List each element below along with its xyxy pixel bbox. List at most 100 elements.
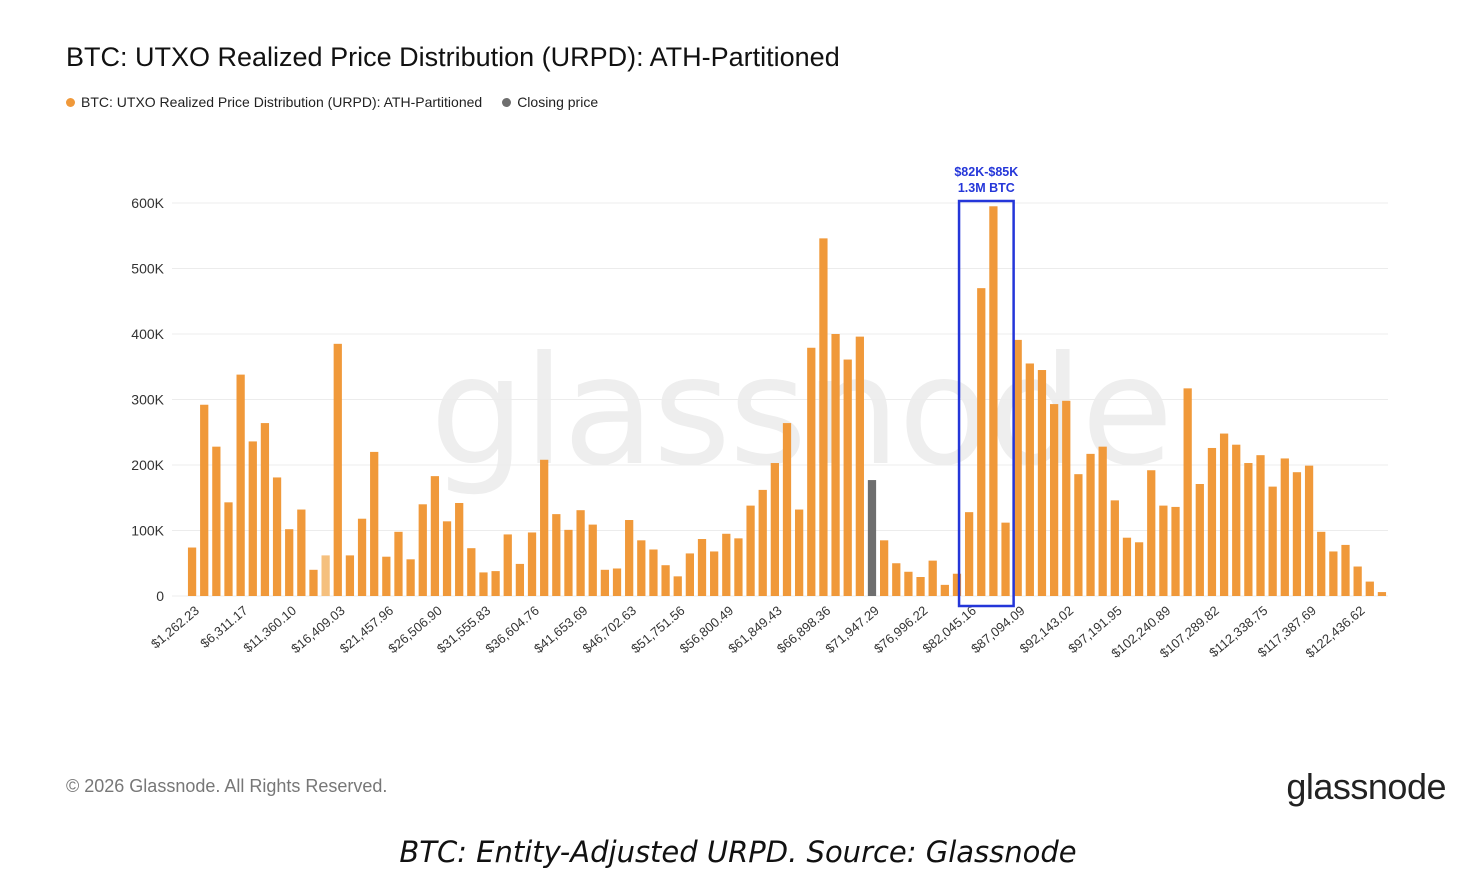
- bar[interactable]: [260, 423, 270, 596]
- bar[interactable]: [831, 334, 840, 596]
- bar[interactable]: [1086, 453, 1095, 596]
- bar[interactable]: [406, 559, 415, 596]
- bar[interactable]: [661, 565, 670, 596]
- bar[interactable]: [952, 573, 962, 596]
- bar[interactable]: [892, 563, 901, 596]
- bar[interactable]: [637, 540, 646, 596]
- bar[interactable]: [1122, 537, 1132, 596]
- bar[interactable]: [940, 584, 949, 596]
- bar[interactable]: [625, 520, 634, 596]
- bar[interactable]: [1268, 486, 1277, 596]
- bar[interactable]: [1183, 388, 1192, 596]
- bar[interactable]: [212, 446, 221, 596]
- bar[interactable]: [1219, 433, 1229, 596]
- bar[interactable]: [1256, 455, 1265, 596]
- bar[interactable]: [746, 505, 755, 596]
- bar[interactable]: [1244, 463, 1253, 596]
- bar[interactable]: [1195, 483, 1204, 596]
- bar[interactable]: [370, 451, 379, 596]
- bar[interactable]: [455, 502, 464, 596]
- bar[interactable]: [612, 568, 622, 596]
- bar[interactable]: [1317, 531, 1326, 596]
- bar[interactable]: [394, 531, 403, 596]
- bar[interactable]: [588, 524, 597, 596]
- bar[interactable]: [345, 555, 355, 596]
- bar[interactable]: [309, 569, 318, 596]
- bar[interactable]: [867, 480, 877, 596]
- bar[interactable]: [964, 512, 974, 596]
- bar[interactable]: [1304, 465, 1314, 596]
- bar[interactable]: [479, 572, 488, 596]
- bar[interactable]: [843, 359, 852, 596]
- bar[interactable]: [1207, 447, 1217, 596]
- bar[interactable]: [758, 489, 767, 596]
- bar[interactable]: [1062, 400, 1071, 596]
- bar[interactable]: [722, 533, 731, 596]
- bar[interactable]: [224, 502, 233, 596]
- bar[interactable]: [491, 571, 500, 596]
- bar[interactable]: [685, 553, 694, 596]
- bar[interactable]: [297, 509, 306, 596]
- bar[interactable]: [442, 521, 452, 596]
- bar[interactable]: [540, 459, 549, 596]
- bar[interactable]: [770, 463, 779, 596]
- bar[interactable]: [1292, 472, 1302, 596]
- bar[interactable]: [1280, 458, 1289, 596]
- bar[interactable]: [880, 540, 889, 596]
- bar[interactable]: [928, 560, 937, 596]
- bar[interactable]: [1134, 542, 1144, 596]
- bar[interactable]: [357, 518, 367, 596]
- bar[interactable]: [782, 423, 792, 596]
- bar[interactable]: [1365, 581, 1374, 596]
- bar[interactable]: [321, 555, 330, 596]
- bar[interactable]: [1037, 370, 1047, 596]
- bar[interactable]: [200, 404, 209, 596]
- bar[interactable]: [855, 336, 864, 596]
- bar[interactable]: [285, 529, 294, 596]
- bar[interactable]: [552, 514, 561, 596]
- legend-item-urpd[interactable]: BTC: UTXO Realized Price Distribution (U…: [66, 94, 482, 110]
- bar[interactable]: [1098, 446, 1107, 596]
- bar[interactable]: [248, 441, 257, 596]
- bar[interactable]: [989, 206, 998, 596]
- bar[interactable]: [649, 549, 658, 596]
- bar[interactable]: [819, 238, 828, 596]
- bar[interactable]: [1025, 363, 1034, 596]
- bar[interactable]: [673, 576, 682, 596]
- bar[interactable]: [382, 556, 391, 596]
- bar[interactable]: [904, 571, 913, 596]
- bar[interactable]: [1013, 339, 1022, 596]
- bar[interactable]: [333, 343, 342, 596]
- bar[interactable]: [515, 563, 525, 596]
- bar[interactable]: [1341, 544, 1350, 596]
- bar[interactable]: [1159, 505, 1168, 596]
- bar[interactable]: [1377, 592, 1387, 596]
- bar[interactable]: [1171, 506, 1180, 596]
- bar[interactable]: [503, 534, 512, 596]
- bar[interactable]: [236, 374, 245, 596]
- bar[interactable]: [467, 548, 476, 596]
- bar[interactable]: [1232, 444, 1241, 596]
- bar[interactable]: [1049, 404, 1059, 596]
- bar[interactable]: [916, 577, 925, 596]
- bar[interactable]: [734, 538, 743, 596]
- bar[interactable]: [576, 510, 585, 596]
- bar[interactable]: [600, 569, 610, 596]
- bar[interactable]: [1001, 522, 1010, 596]
- bar[interactable]: [1147, 470, 1156, 596]
- bar[interactable]: [697, 539, 707, 596]
- bar[interactable]: [1353, 566, 1362, 596]
- legend-item-closing[interactable]: Closing price: [502, 94, 598, 110]
- bar[interactable]: [418, 504, 427, 596]
- bar[interactable]: [1329, 551, 1338, 596]
- bar[interactable]: [187, 547, 197, 596]
- bar[interactable]: [527, 532, 537, 596]
- bar[interactable]: [564, 529, 573, 596]
- bar[interactable]: [430, 476, 440, 596]
- bar[interactable]: [1110, 500, 1119, 596]
- bar[interactable]: [807, 347, 816, 596]
- bar[interactable]: [795, 509, 804, 596]
- bar[interactable]: [977, 288, 986, 596]
- bar[interactable]: [272, 477, 282, 596]
- bar[interactable]: [1074, 474, 1083, 596]
